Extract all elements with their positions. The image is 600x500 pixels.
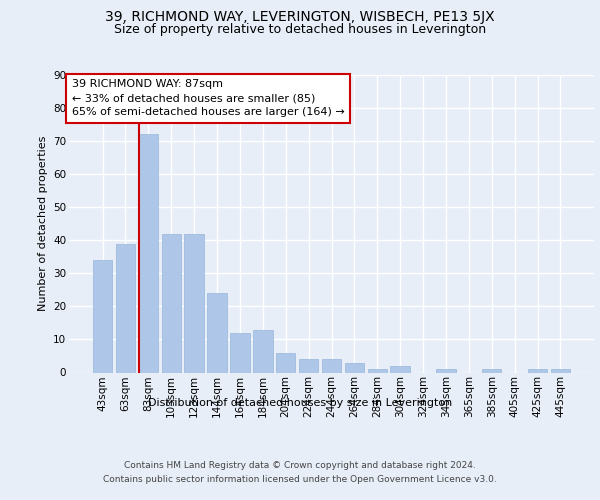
Bar xyxy=(368,369,387,372)
Text: Contains HM Land Registry data © Crown copyright and database right 2024.
Contai: Contains HM Land Registry data © Crown c… xyxy=(103,461,497,484)
Bar xyxy=(184,234,204,372)
Bar xyxy=(230,333,250,372)
Bar xyxy=(551,369,570,372)
Bar xyxy=(299,360,319,372)
Bar xyxy=(528,369,547,372)
Y-axis label: Number of detached properties: Number of detached properties xyxy=(38,136,47,312)
Bar xyxy=(93,260,112,372)
Bar xyxy=(276,352,295,372)
Bar xyxy=(344,362,364,372)
Bar xyxy=(436,369,455,372)
Bar xyxy=(208,293,227,372)
Text: Distribution of detached houses by size in Leverington: Distribution of detached houses by size … xyxy=(148,398,452,407)
Bar xyxy=(482,369,502,372)
Bar xyxy=(391,366,410,372)
Bar xyxy=(253,330,272,372)
Bar xyxy=(322,360,341,372)
Bar xyxy=(161,234,181,372)
Text: 39 RICHMOND WAY: 87sqm
← 33% of detached houses are smaller (85)
65% of semi-det: 39 RICHMOND WAY: 87sqm ← 33% of detached… xyxy=(71,80,344,118)
Text: 39, RICHMOND WAY, LEVERINGTON, WISBECH, PE13 5JX: 39, RICHMOND WAY, LEVERINGTON, WISBECH, … xyxy=(105,10,495,24)
Bar xyxy=(139,134,158,372)
Bar xyxy=(116,244,135,372)
Text: Size of property relative to detached houses in Leverington: Size of property relative to detached ho… xyxy=(114,24,486,36)
